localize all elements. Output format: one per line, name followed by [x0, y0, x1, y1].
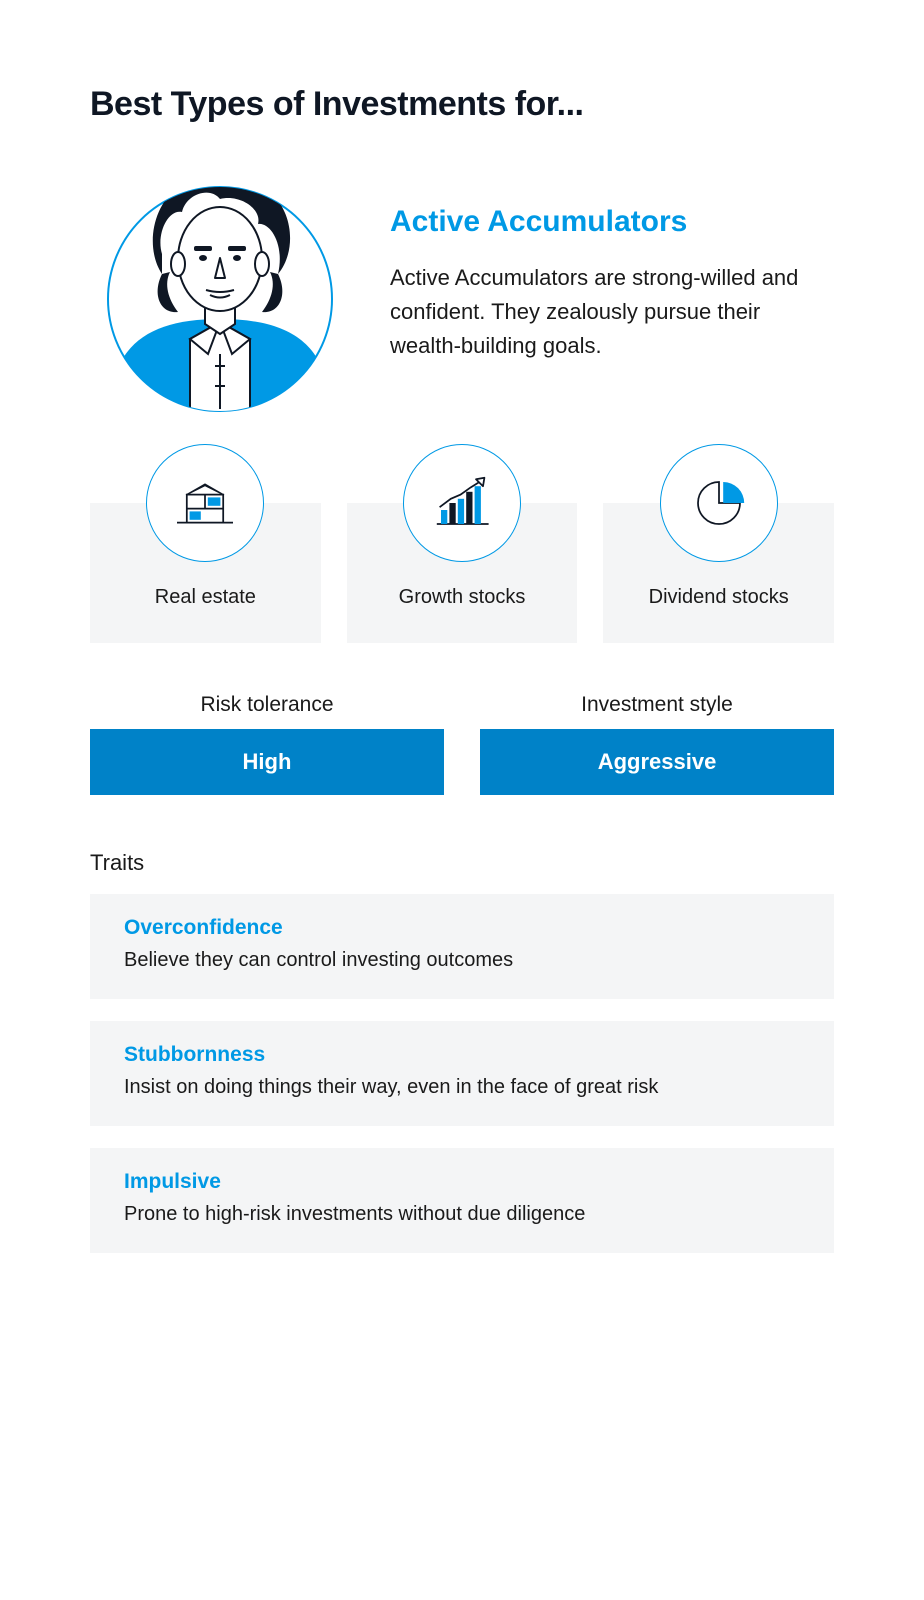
trait-card: Impulsive Prone to high-risk investments…	[90, 1148, 834, 1253]
building-icon	[146, 444, 264, 562]
investment-card-real-estate: Real estate	[90, 444, 321, 643]
growth-chart-icon	[403, 444, 521, 562]
page-title: Best Types of Investments for...	[90, 85, 834, 124]
hero-row: Active Accumulators Active Accumulators …	[90, 154, 834, 414]
investment-row: Real estate Growth stocks	[90, 444, 834, 643]
persona-name: Active Accumulators	[390, 205, 834, 239]
trait-description: Believe they can control investing outco…	[124, 946, 800, 975]
avatar-icon	[90, 154, 350, 414]
hero-text: Active Accumulators Active Accumulators …	[390, 205, 834, 363]
pie-slice-icon	[660, 444, 778, 562]
attribute-label: Investment style	[480, 693, 834, 717]
persona-description: Active Accumulators are strong-willed an…	[390, 261, 834, 363]
trait-name: Overconfidence	[124, 916, 800, 940]
trait-name: Impulsive	[124, 1170, 800, 1194]
trait-card: Stubbornness Insist on doing things thei…	[90, 1021, 834, 1126]
attribute-row: Risk tolerance High Investment style Agg…	[90, 693, 834, 795]
attribute-risk-tolerance: Risk tolerance High	[90, 693, 444, 795]
investment-card-dividend-stocks: Dividend stocks	[603, 444, 834, 643]
attribute-investment-style: Investment style Aggressive	[480, 693, 834, 795]
traits-heading: Traits	[90, 850, 834, 876]
attribute-label: Risk tolerance	[90, 693, 444, 717]
trait-description: Insist on doing things their way, even i…	[124, 1073, 800, 1102]
trait-description: Prone to high-risk investments without d…	[124, 1200, 800, 1229]
infographic-page: Best Types of Investments for...	[0, 0, 924, 1600]
persona-avatar	[90, 154, 350, 414]
investment-card-growth-stocks: Growth stocks	[347, 444, 578, 643]
trait-card: Overconfidence Believe they can control …	[90, 894, 834, 999]
trait-name: Stubbornness	[124, 1043, 800, 1067]
attribute-value: Aggressive	[480, 729, 834, 795]
attribute-value: High	[90, 729, 444, 795]
